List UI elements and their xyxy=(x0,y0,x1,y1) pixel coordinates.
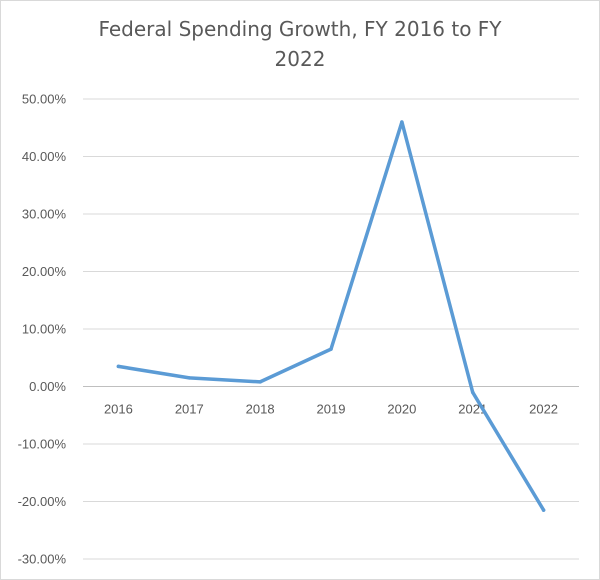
x-tick-label: 2018 xyxy=(246,402,275,417)
x-tick-label: 2017 xyxy=(175,402,204,417)
x-tick-label: 2020 xyxy=(387,402,416,417)
y-tick-label: 10.00% xyxy=(22,322,67,337)
chart-title: Federal Spending Growth, FY 2016 to FY 2… xyxy=(98,17,502,71)
y-tick-label: -20.00% xyxy=(18,494,67,509)
data-point xyxy=(541,508,546,512)
gridlines xyxy=(83,98,579,560)
y-axis-tick-labels: 50.00% 40.00% 30.00% 20.00% 10.00% 0.00% -10.0… xyxy=(18,92,67,567)
data-point xyxy=(470,390,475,394)
data-point xyxy=(258,380,262,384)
y-tick-label: 50.00% xyxy=(22,92,67,107)
x-tick-label: 2022 xyxy=(529,402,558,417)
y-tick-label: -30.00% xyxy=(18,552,67,567)
y-tick-label: 0.00% xyxy=(29,379,66,394)
data-point xyxy=(400,120,404,124)
series-layer xyxy=(116,120,546,512)
series-line xyxy=(116,120,546,512)
y-tick-label: 20.00% xyxy=(22,264,67,279)
y-tick-label: 30.00% xyxy=(22,207,67,222)
x-axis-tick-labels: 2016 2017 2018 2019 2020 2021 2022 xyxy=(104,402,558,417)
y-tick-label: 40.00% xyxy=(22,149,67,164)
y-tick-label: -10.00% xyxy=(18,437,67,452)
data-point xyxy=(187,376,192,380)
x-tick-label: 2019 xyxy=(317,402,346,417)
data-point xyxy=(116,364,121,369)
x-tick-label: 2016 xyxy=(104,402,133,417)
data-point xyxy=(329,347,333,351)
